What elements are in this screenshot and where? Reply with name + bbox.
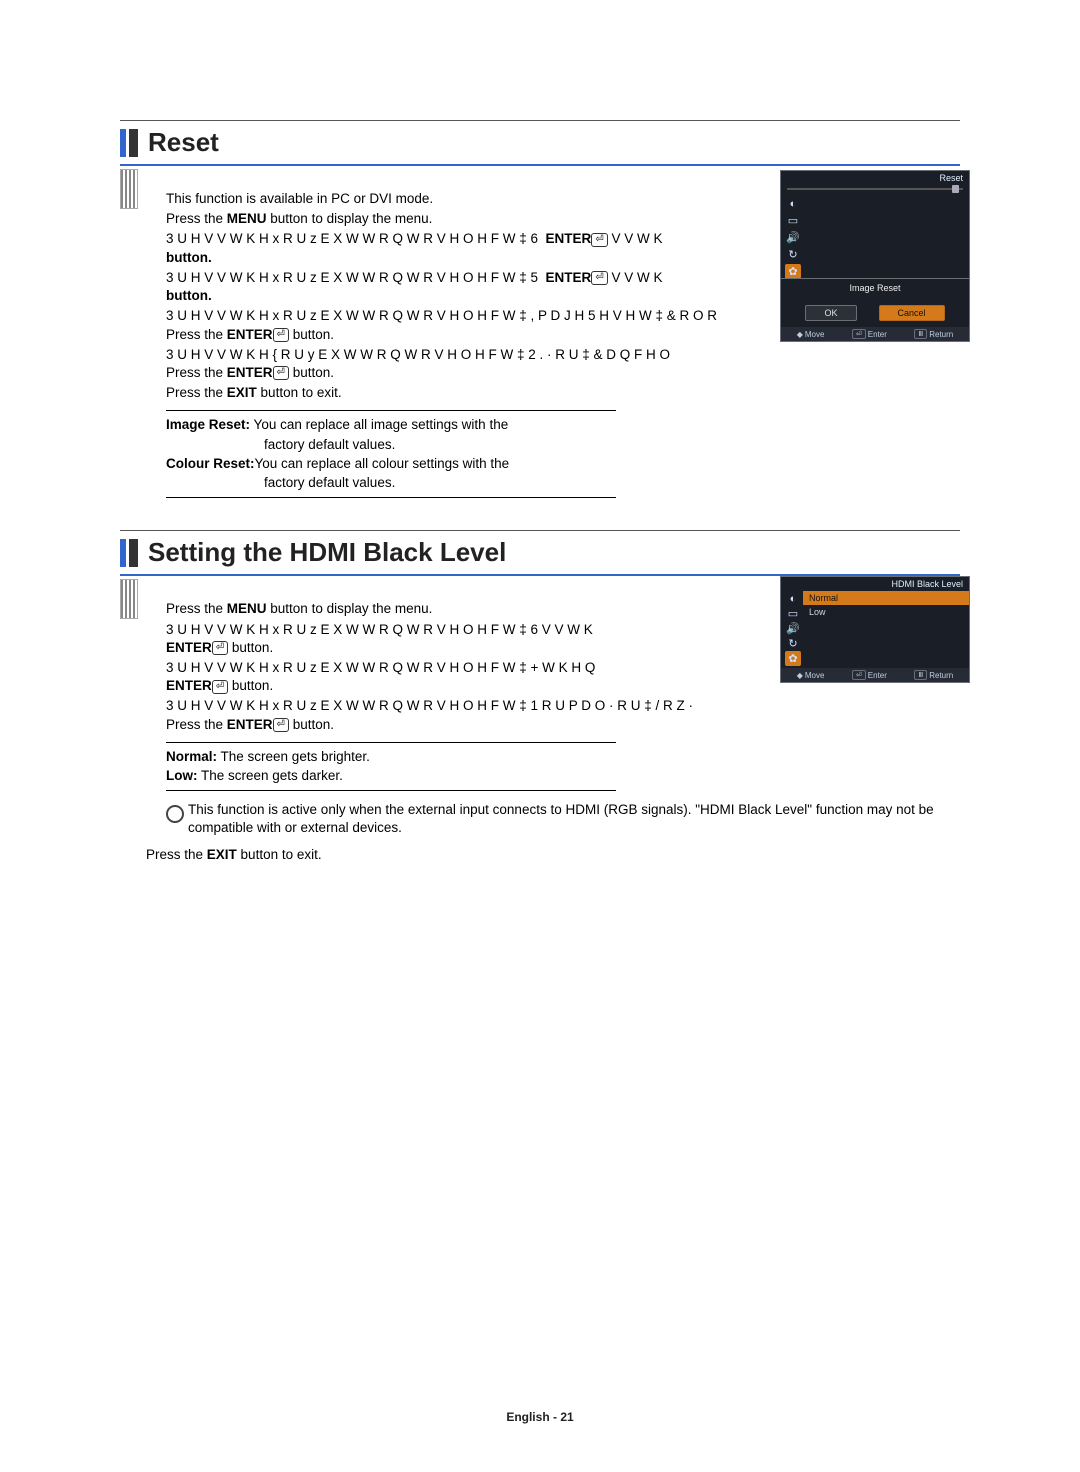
- enter-icon: ⏎: [273, 328, 289, 342]
- enter-icon: ⏎: [212, 680, 228, 694]
- enter-icon: ⏎: [212, 641, 228, 655]
- info-note: This function is active only when the ex…: [166, 801, 960, 837]
- vertical-strip-decor: [120, 169, 138, 209]
- step-1: Press the MENU button to display the men…: [166, 600, 960, 618]
- page-footer: English - 21: [0, 1410, 1080, 1424]
- section1-content: This function is available in PC or DVI …: [166, 190, 960, 498]
- exit-step: Press the EXIT button to exit.: [146, 846, 960, 864]
- intro-text: This function is available in PC or DVI …: [166, 190, 960, 208]
- section2-content: Press the MENU button to display the men…: [166, 600, 960, 864]
- step-2: 3 U H V V W K H x R U z E X W W R Q W R …: [166, 230, 960, 266]
- section1-info-box: Image Reset: You can replace all image s…: [166, 410, 616, 498]
- step-4: 3 U H V V W K H x R U z E X W W R Q W R …: [166, 697, 960, 733]
- step-3: 3 U H V V W K H x R U z E X W W R Q W R …: [166, 659, 960, 695]
- enter-icon: ⏎: [273, 366, 289, 380]
- section-title: Reset: [120, 121, 960, 162]
- enter-icon: ⏎: [273, 718, 289, 732]
- section2-info-box: Normal: The screen gets brighter. Low: T…: [166, 742, 616, 791]
- enter-icon: ⏎: [591, 233, 607, 247]
- step-5: 3 U H V V W K H { R U y E X W W R Q W R …: [166, 346, 960, 382]
- step-1: Press the MENU button to display the men…: [166, 210, 960, 228]
- section-header-hdmi: Setting the HDMI Black Level: [120, 530, 960, 576]
- section-title: Setting the HDMI Black Level: [120, 531, 960, 572]
- osd-title: HDMI Black Level: [781, 577, 969, 589]
- header-bars: [120, 539, 138, 567]
- step-6: Press the EXIT button to exit.: [166, 384, 960, 402]
- section-header-reset: Reset: [120, 120, 960, 166]
- osd-title: Reset: [781, 171, 969, 183]
- step-3: 3 U H V V W K H x R U z E X W W R Q W R …: [166, 269, 960, 305]
- header-bars: [120, 129, 138, 157]
- vertical-strip-decor: [120, 579, 138, 619]
- step-2: 3 U H V V W K H x R U z E X W W R Q W R …: [166, 621, 960, 657]
- enter-icon: ⏎: [591, 271, 607, 285]
- step-4: 3 U H V V W K H x R U z E X W W R Q W R …: [166, 307, 960, 343]
